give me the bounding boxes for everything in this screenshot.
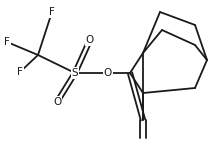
Text: S: S bbox=[72, 68, 78, 78]
Text: F: F bbox=[4, 37, 10, 47]
Text: F: F bbox=[49, 7, 55, 17]
Text: O: O bbox=[104, 68, 112, 78]
Text: O: O bbox=[86, 35, 94, 45]
Text: O: O bbox=[53, 97, 61, 107]
Text: F: F bbox=[17, 67, 23, 77]
